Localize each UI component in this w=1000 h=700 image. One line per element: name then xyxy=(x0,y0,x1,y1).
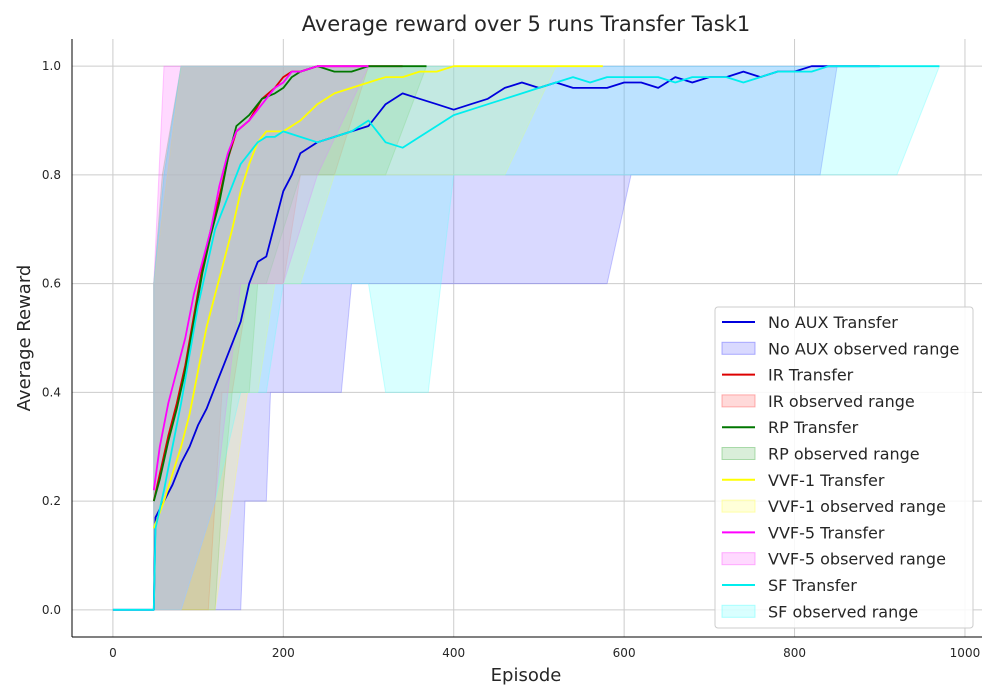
legend-label: IR observed range xyxy=(768,392,915,411)
tick-labels: 0 200 400 600 800 1000 0.0 0.2 0.4 0.6 0.8 1.0 xyxy=(42,59,980,660)
legend-label: VVF-1 observed range xyxy=(768,497,946,516)
grid-lines xyxy=(72,39,982,637)
legend-patch-swatch xyxy=(721,394,756,408)
x-tick-label: 800 xyxy=(783,646,806,660)
transfer-lines xyxy=(112,65,940,611)
y-axis-title: Average Reward xyxy=(14,265,35,412)
rp-transfer-line xyxy=(152,65,427,502)
legend-label: VVF-1 Transfer xyxy=(768,471,885,490)
legend-box xyxy=(714,306,974,629)
sf-observed-range-band xyxy=(153,65,941,611)
x-axis-title: Episode xyxy=(491,665,562,686)
legend-patch-swatch xyxy=(721,499,756,513)
y-tick-label: 0.0 xyxy=(42,603,61,617)
x-tick-label: 600 xyxy=(613,646,636,660)
x-tick-label: 0 xyxy=(109,646,117,660)
legend-patch-swatch xyxy=(721,341,756,355)
rp-observed-range-band xyxy=(153,65,428,611)
legend-label: IR Transfer xyxy=(768,366,854,385)
axes xyxy=(71,39,982,638)
legend: No AUX Transfer No AUX observed range IR T… xyxy=(714,306,974,629)
legend-label: No AUX Transfer xyxy=(768,313,898,332)
sf-transfer-line xyxy=(112,65,940,611)
legend-label: SF Transfer xyxy=(768,576,857,595)
y-tick-label: 0.6 xyxy=(42,277,61,291)
legend-label: SF observed range xyxy=(768,602,918,621)
vvf-5-transfer-line xyxy=(152,65,369,491)
legend-label: No AUX observed range xyxy=(768,339,959,358)
y-tick-label: 1.0 xyxy=(42,59,61,73)
legend-label: RP observed range xyxy=(768,445,920,464)
no-aux-transfer-line xyxy=(112,65,880,611)
legend-patch-swatch xyxy=(721,447,756,460)
x-tick-label: 1000 xyxy=(950,646,981,660)
x-tick-label: 400 xyxy=(442,646,465,660)
legend-patch-swatch xyxy=(721,604,756,618)
vvf-5-observed-range-band xyxy=(153,65,370,611)
y-tick-label: 0.2 xyxy=(42,494,61,508)
legend-label: RP Transfer xyxy=(768,418,859,437)
chart-title: Average reward over 5 runs Transfer Task… xyxy=(302,12,751,36)
y-tick-label: 0.4 xyxy=(42,385,61,399)
legend-label: VVF-5 Transfer xyxy=(768,523,885,542)
x-tick-label: 200 xyxy=(272,646,295,660)
legend-label: VVF-5 observed range xyxy=(768,550,946,569)
legend-patch-swatch xyxy=(721,552,756,566)
y-tick-label: 0.8 xyxy=(42,168,61,182)
